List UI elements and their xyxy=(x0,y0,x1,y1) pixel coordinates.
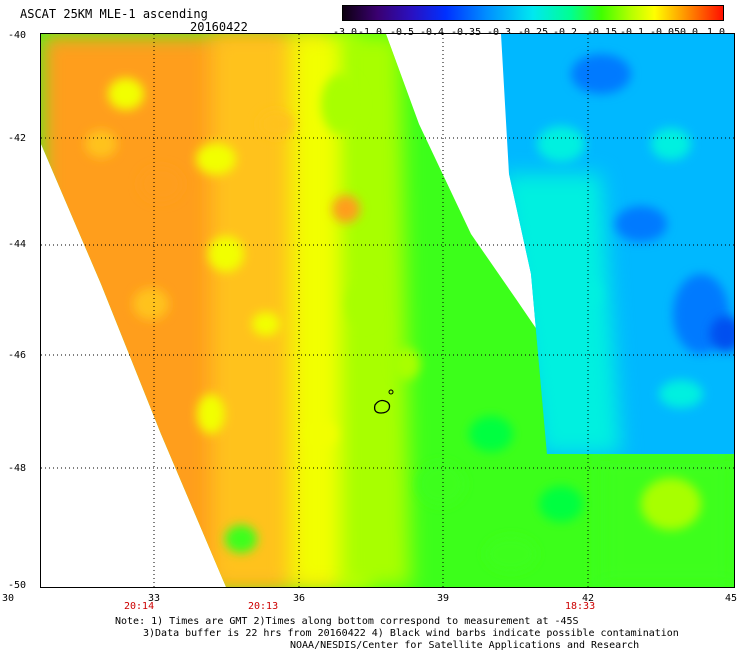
colorbar-tick-label: -0.15 xyxy=(587,27,618,38)
colorbar-tick-label: 0.0 xyxy=(680,27,699,38)
colorbar-tick-label: -3.0 xyxy=(333,27,358,38)
colorbar-tick-label: -0.05 xyxy=(650,27,681,38)
longitude-label: 33 xyxy=(148,593,161,604)
latitude-label: -48 xyxy=(8,463,27,474)
longitude-label: 39 xyxy=(437,593,450,604)
note-line-3: NOAA/NESDIS/Center for Satellite Applica… xyxy=(290,640,640,651)
latitude-label: -44 xyxy=(8,239,27,250)
latitude-label: -50 xyxy=(8,580,27,591)
longitude-label: 36 xyxy=(293,593,306,604)
colorbar-tick-label: -0.3 xyxy=(487,27,512,38)
colorbar-tick-label: -0.35 xyxy=(451,27,482,38)
graticule xyxy=(41,34,734,587)
colorbar-tick-label: -0.2 xyxy=(553,27,578,38)
colorbar xyxy=(342,5,724,21)
ascat-swath-map xyxy=(41,34,734,587)
colorbar-tick-label: 1.0 xyxy=(707,27,726,38)
longitude-label: 42 xyxy=(582,593,595,604)
colorbar-tick-label: -0.5 xyxy=(390,27,415,38)
map-date: 20160422 xyxy=(190,20,248,34)
pass-time-label: 20:13 xyxy=(248,601,279,612)
colorbar-tick-label: -0.25 xyxy=(518,27,549,38)
latitude-label: -40 xyxy=(8,30,27,41)
pass-time-label: 18:33 xyxy=(565,601,596,612)
latitude-label: -46 xyxy=(8,350,27,361)
colorbar-tick-label: -0.1 xyxy=(620,27,645,38)
contamination-contour xyxy=(373,389,394,414)
colorbar-tick-label: -0.4 xyxy=(420,27,445,38)
note-line-2: 3)Data buffer is 22 hrs from 20160422 4)… xyxy=(143,628,679,639)
pass-time-label: 20:14 xyxy=(124,601,155,612)
note-line-1: Note: 1) Times are GMT 2)Times along bot… xyxy=(115,616,579,627)
map-title: ASCAT 25KM MLE-1 ascending xyxy=(20,7,208,21)
longitude-label: 30 xyxy=(2,593,15,604)
longitude-label: 45 xyxy=(725,593,738,604)
latitude-label: -42 xyxy=(8,133,27,144)
colorbar-tick-label: -1.0 xyxy=(358,27,383,38)
map-plot xyxy=(40,33,735,588)
